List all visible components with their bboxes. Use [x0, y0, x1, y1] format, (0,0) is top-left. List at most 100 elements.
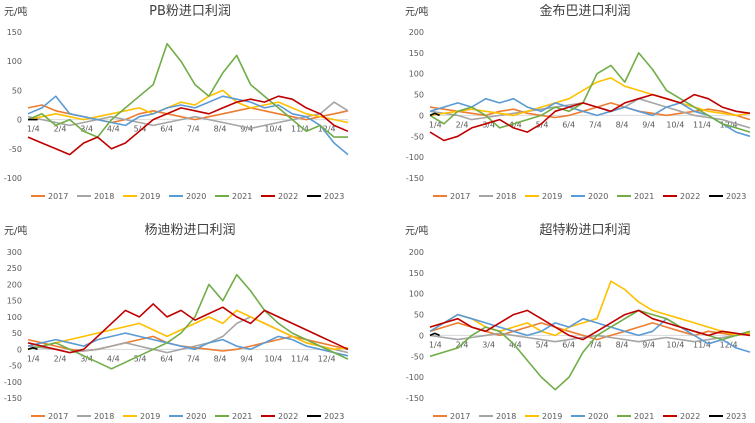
x-tick-label: 11/4	[693, 120, 711, 129]
series-line-2023	[429, 332, 440, 337]
x-tick-label: 12/4	[720, 340, 738, 349]
y-tick-label: -100	[4, 174, 22, 183]
y-tick-label: -50	[411, 132, 424, 141]
series-line-2017	[429, 102, 751, 121]
legend-label-2019: 2019	[542, 412, 562, 421]
legend-label-2023: 2023	[726, 192, 746, 201]
series-line-2019	[27, 309, 349, 351]
legend-label-2017: 2017	[48, 192, 68, 201]
x-tick-label: 3/4	[482, 340, 495, 349]
series-line-2018	[27, 101, 349, 130]
x-tick-label: 4/4	[107, 354, 120, 363]
x-tick-label: 10/4	[666, 340, 684, 349]
series-line-2021	[27, 273, 349, 370]
legend-label-2021: 2021	[232, 412, 252, 421]
x-tick-label: 6/4	[160, 125, 173, 134]
series-line-2022	[429, 93, 751, 142]
x-tick-label: 9/4	[240, 125, 253, 134]
chart-panel-2: 元/吨 杨迪粉进口利润 300 250 200 150 100 50 0 -50 -100 -150 1…	[4, 223, 349, 421]
x-tick-label: 5/4	[536, 120, 549, 129]
x-tick-label: 1/4	[429, 340, 442, 349]
legend-label-2019: 2019	[542, 192, 562, 201]
x-tick-label: 9/4	[642, 340, 655, 349]
x-tick-label: 9/4	[642, 120, 655, 129]
series-line-2022	[27, 95, 349, 156]
y-tick-label: -150	[4, 394, 22, 403]
x-tick-label: 11/4	[291, 125, 309, 134]
y-tick-label: 250	[7, 264, 22, 273]
series-line-2020	[429, 97, 751, 138]
series-line-2023	[27, 346, 38, 351]
x-tick-label: 6/4	[562, 340, 575, 349]
x-tick-label: 6/4	[562, 120, 575, 129]
legend-label-2020: 2020	[186, 412, 206, 421]
y-tick-label: 0	[17, 116, 22, 125]
x-tick-label: 9/4	[240, 354, 253, 363]
y-tick-label: 100	[409, 70, 424, 79]
legend-label-2017: 2017	[450, 412, 470, 421]
chart-title: PB粉进口利润	[149, 4, 231, 19]
legend-label-2017: 2017	[450, 192, 470, 201]
y-tick-label: -100	[406, 153, 424, 162]
y-tick-label: 200	[409, 28, 424, 37]
y-tick-label: 100	[7, 57, 22, 66]
y-tick-label: 150	[409, 269, 424, 278]
legend-label-2018: 2018	[496, 192, 516, 201]
x-tick-label: 2/4	[54, 354, 67, 363]
series-line-2019	[27, 89, 349, 124]
y-tick-label: -50	[411, 352, 424, 361]
legend-label-2022: 2022	[680, 412, 700, 421]
x-tick-label: 4/4	[509, 120, 522, 129]
chart-panel-0: 元/吨 PB粉进口利润 150 100 50 0 -50 -100 1/4 2/4 3/4 4/4 5/…	[4, 4, 349, 201]
chart-title: 杨迪粉进口利润	[144, 223, 235, 238]
y-tick-label: 50	[414, 311, 424, 320]
x-tick-label: 1/4	[27, 354, 40, 363]
y-tick-label: 150	[7, 28, 22, 37]
y-tick-label: -50	[9, 362, 22, 371]
series-line-2021	[27, 42, 348, 138]
x-tick-label: 7/4	[589, 340, 602, 349]
legend-label-2022: 2022	[680, 192, 700, 201]
y-tick-label: 0	[419, 331, 424, 340]
x-tick-label: 12/4	[318, 125, 336, 134]
chart-title: 金布巴进口利润	[539, 3, 630, 19]
y-tick-label: 300	[7, 248, 22, 257]
legend-label-2018: 2018	[94, 192, 114, 201]
y-tick-label: 50	[414, 91, 424, 100]
series-line-2021	[429, 52, 751, 133]
y-tick-label: 50	[12, 86, 22, 95]
y-tick-label: -100	[4, 378, 22, 387]
chart-panel-1: 元/吨 金布巴进口利润 200 150 100 50 0 -50 -100 -150 1/4 2/4 3…	[405, 3, 751, 201]
legend-label-2023: 2023	[324, 192, 344, 201]
legend-label-2019: 2019	[140, 192, 160, 201]
x-tick-label: 11/4	[693, 340, 711, 349]
series-line-2019	[429, 280, 751, 337]
y-tick-label: 200	[409, 248, 424, 257]
legend-label-2022: 2022	[278, 192, 298, 201]
legend-label-2018: 2018	[94, 412, 114, 421]
x-tick-label: 3/4	[80, 125, 93, 134]
legend-label-2020: 2020	[588, 192, 608, 201]
y-tick-label: 150	[409, 49, 424, 58]
x-tick-label: 8/4	[616, 340, 629, 349]
y-tick-label: 100	[7, 313, 22, 322]
x-tick-label: 7/4	[187, 354, 200, 363]
x-tick-label: 2/4	[456, 120, 469, 129]
y-tick-label: -150	[406, 174, 424, 183]
y-tick-label: 150	[7, 297, 22, 306]
legend-label-2020: 2020	[588, 412, 608, 421]
x-tick-label: 10/4	[666, 120, 684, 129]
legend-label-2022: 2022	[278, 412, 298, 421]
x-tick-label: 7/4	[187, 125, 200, 134]
legend-label-2021: 2021	[634, 412, 654, 421]
y-tick-label: 100	[409, 290, 424, 299]
x-tick-label: 5/4	[536, 340, 549, 349]
series-line-2020	[27, 95, 349, 156]
x-tick-label: 10/4	[264, 354, 282, 363]
legend-label-2021: 2021	[634, 192, 654, 201]
legend-label-2017: 2017	[48, 412, 68, 421]
x-tick-label: 3/4	[80, 354, 93, 363]
y-tick-label: -50	[9, 145, 22, 154]
